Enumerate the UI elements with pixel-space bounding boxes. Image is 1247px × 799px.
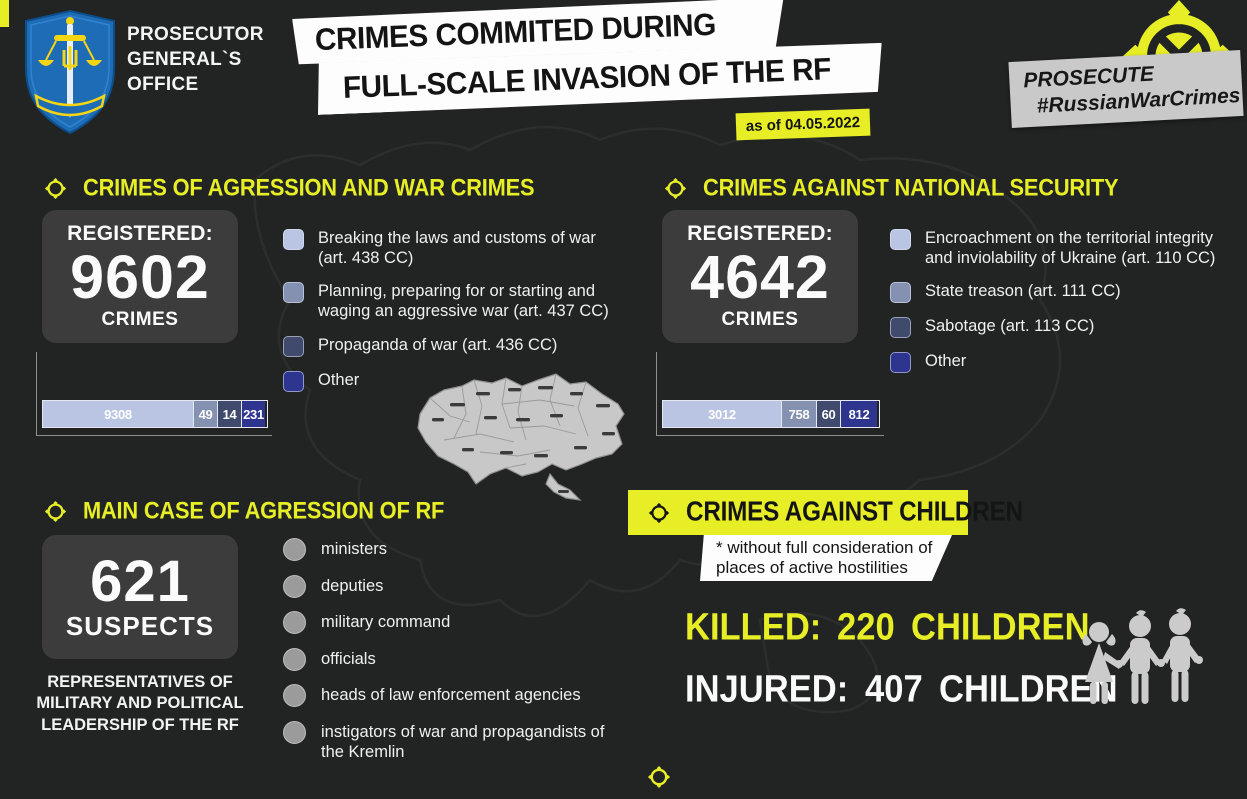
national-security-legend: Encroachment on the territorial integrit… <box>890 228 1242 374</box>
bar-segment: 812 <box>840 401 877 427</box>
bar-segment: 14 <box>217 401 241 427</box>
bar-segment: 9308 <box>43 401 193 427</box>
legend-item: State treason (art. 111 CC) <box>890 281 1242 304</box>
legend-swatch <box>283 282 304 304</box>
campaign-banner: PROSECUTE #RussianWarCrimes <box>1008 49 1244 129</box>
legend-swatch <box>283 370 304 392</box>
legend-item: Sabotage (art. 113 CC) <box>890 316 1242 339</box>
registered-label: REGISTERED: <box>687 222 833 246</box>
war-crimes-legend: Breaking the laws and customs of war (ar… <box>283 228 615 392</box>
injured-label: INJURED: <box>685 666 849 710</box>
bar-segment: 231 <box>241 401 265 427</box>
org-name: PROSECUTOR GENERAL`S OFFICE <box>127 24 264 96</box>
children-heading-text: CRIMES AGAINST CHILDREN <box>686 496 1023 528</box>
bar-segment: 60 <box>816 401 840 427</box>
list-item-label: officials <box>321 649 376 668</box>
legend-swatch <box>283 229 304 250</box>
legend-label: State treason (art. 111 CC) <box>925 282 1121 301</box>
killed-label: KILLED: <box>685 604 822 648</box>
children-heading-banner: CRIMES AGAINST CHILDREN <box>628 490 1023 535</box>
date-badge: as of 04.05.2022 <box>735 108 871 141</box>
children-note: * without full consideration of places o… <box>700 535 952 581</box>
legend-label: Other <box>318 370 360 389</box>
list-item-label: deputies <box>321 576 384 595</box>
list-item-label: ministers <box>321 540 388 558</box>
registered-label: REGISTERED: <box>67 222 213 246</box>
legend-label: Propaganda of war (art. 436 CC) <box>318 335 558 354</box>
national-security-chart: 3012 758 60 812 <box>656 352 884 436</box>
suspects-box: 621 SUSPECTS <box>42 535 238 659</box>
bar-segment: 758 <box>781 401 816 427</box>
list-item: instigators of war and propagandists of … <box>283 720 623 762</box>
bullet-circle-icon <box>283 538 306 561</box>
killed-line: KILLED: 220 CHILDREN <box>685 604 1097 648</box>
main-case-heading: MAIN CASE OF AGRESSION OF RF <box>44 496 455 524</box>
target-reticle-icon <box>648 502 670 523</box>
national-security-registered-box: REGISTERED: 4642 CRIMES <box>662 210 858 343</box>
legend-label: Encroachment on the territorial integrit… <box>925 229 1216 268</box>
list-item: deputies <box>283 574 623 598</box>
legend-item: Other <box>283 370 615 392</box>
war-crimes-chart: 9308 49 14 231 <box>36 352 272 436</box>
suspects-description: REPRESENTATIVES OF MILITARY AND POLITICA… <box>36 673 244 734</box>
bullet-circle-icon <box>283 574 306 598</box>
legend-label: Breaking the laws and customs of war (ar… <box>318 229 596 268</box>
war-crimes-registered-box: REGISTERED: 9602 CRIMES <box>42 210 238 343</box>
bar-segment: 49 <box>193 401 217 427</box>
suspects-count: 621 <box>90 548 190 614</box>
target-reticle-icon <box>44 500 67 522</box>
list-item: officials <box>283 647 623 671</box>
legend-swatch <box>890 229 911 250</box>
crimes-unit-label: CRIMES <box>721 308 799 330</box>
bullet-circle-icon <box>283 684 306 707</box>
national-security-heading: CRIMES AGAINST NATIONAL SECURITY <box>664 173 1131 201</box>
legend-item: Other <box>890 351 1242 374</box>
corner-accent-strip <box>0 0 9 27</box>
list-item: heads of law enforcement agencies <box>283 684 623 707</box>
main-case-heading-text: MAIN CASE OF AGRESSION OF RF <box>83 496 445 524</box>
children-icon <box>1082 608 1203 704</box>
legend-item: Planning, preparing for or starting and … <box>283 281 615 321</box>
list-item: ministers <box>283 538 623 561</box>
list-item-label: heads of law enforcement agencies <box>321 686 581 704</box>
list-item-label: military command <box>321 613 451 631</box>
bar-segment: 3012 <box>663 401 781 427</box>
legend-item: Breaking the laws and customs of war (ar… <box>283 228 615 268</box>
prosecutor-office-emblem <box>25 9 115 135</box>
legend-label: Other <box>925 352 967 371</box>
war-crimes-heading-text: CRIMES OF AGRESSION AND WAR CRIMES <box>83 173 535 201</box>
national-security-count: 4642 <box>690 243 830 312</box>
war-crimes-heading: CRIMES OF AGRESSION AND WAR CRIMES <box>44 173 548 201</box>
legend-swatch <box>890 352 911 374</box>
war-crimes-stacked-bar: 9308 49 14 231 <box>42 400 268 428</box>
national-security-heading-text: CRIMES AGAINST NATIONAL SECURITY <box>703 173 1119 201</box>
suspects-unit-label: SUSPECTS <box>65 611 215 642</box>
list-item: military command <box>283 611 623 634</box>
legend-label: Planning, preparing for or starting and … <box>318 282 609 321</box>
crimes-unit-label: CRIMES <box>101 308 179 330</box>
killed-value: 220 <box>836 604 895 648</box>
killed-unit: CHILDREN <box>911 604 1090 648</box>
target-reticle-icon <box>664 177 687 199</box>
legend-item: Propaganda of war (art. 436 CC) <box>283 335 615 357</box>
legend-item: Encroachment on the territorial integrit… <box>890 228 1242 268</box>
national-security-stacked-bar: 3012 758 60 812 <box>662 400 880 428</box>
legend-label: Sabotage (art. 113 CC) <box>925 317 1095 336</box>
suspect-categories-list: ministers deputies military command officia… <box>283 538 623 762</box>
legend-swatch <box>890 317 911 339</box>
list-item-label: instigators of war and propagandists of … <box>321 722 605 761</box>
injured-line: INJURED: 407 CHILDREN <box>685 666 1125 710</box>
bullet-circle-icon <box>283 647 306 671</box>
target-reticle-icon <box>44 177 67 199</box>
war-crimes-count: 9602 <box>70 243 210 312</box>
legend-swatch <box>890 282 911 304</box>
legend-swatch <box>283 335 304 357</box>
injured-value: 407 <box>865 666 923 710</box>
target-reticle-icon <box>648 766 670 788</box>
bullet-circle-icon <box>283 611 306 634</box>
bullet-circle-icon <box>283 720 306 744</box>
ukraine-map <box>417 373 625 501</box>
